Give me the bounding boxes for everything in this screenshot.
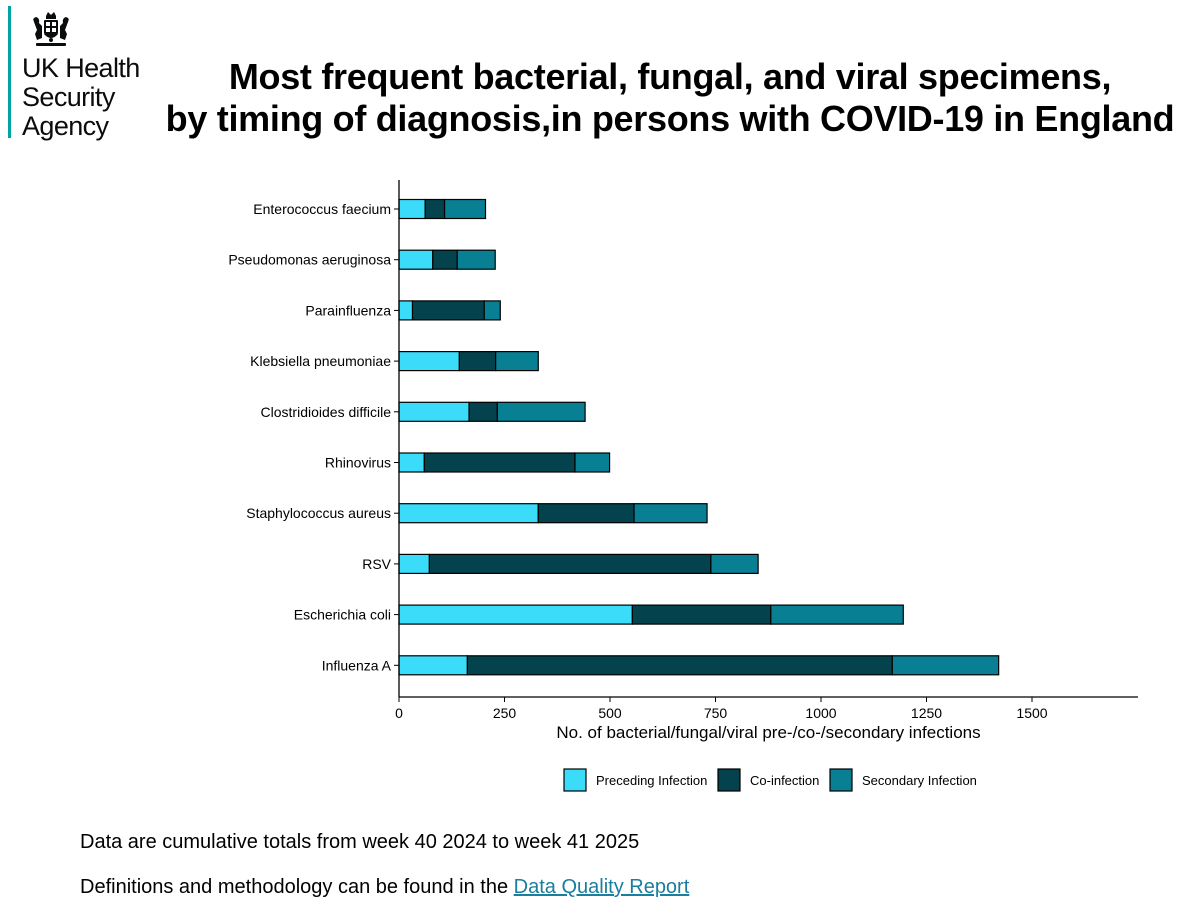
bar-enterococcus-faecium-co-infection — [424, 198, 446, 220]
x-tick-label: 250 — [493, 705, 517, 721]
footnote-definitions: Definitions and methodology can be found… — [80, 876, 689, 899]
footnote-definitions-text: Definitions and methodology can be found… — [80, 876, 514, 898]
bar-staphylococcus-aureus-co-infection — [537, 503, 635, 524]
logo-accent-bar — [8, 6, 11, 138]
logo-line-3: Agency — [22, 111, 109, 141]
bar-pseudomonas-aeruginosa-preceding-infection — [398, 249, 434, 270]
y-tick-label: Clostridioides difficile — [261, 404, 392, 420]
bar-parainfluenza-co-infection — [411, 300, 485, 321]
x-tick-label: 1250 — [911, 705, 942, 721]
stacked-bar-chart: Enterococcus faecium Pseudomonas aerugino… — [228, 180, 1138, 792]
logo-line-1: UK Health — [22, 53, 140, 83]
legend-swatch-preceding-infection — [563, 768, 587, 792]
bar-rsv-preceding-infection — [398, 553, 430, 575]
bar-enterococcus-faecium-secondary-infection — [443, 198, 487, 220]
bar-escherichia-coli-secondary-infection — [770, 604, 904, 625]
y-tick-label: Klebsiella pneumoniae — [250, 353, 391, 369]
x-axis-label: No. of bacterial/fungal/viral pre-/co-/s… — [556, 723, 980, 742]
x-tick-label: 0 — [395, 705, 403, 721]
y-tick-label: Staphylococcus aureus — [246, 505, 391, 521]
ukhsa-logo: UK Health Security Agency — [8, 6, 148, 142]
y-tick-label: Rhinovirus — [325, 455, 391, 471]
legend-label-secondary-infection: Secondary Infection — [862, 773, 977, 788]
bar-pseudomonas-aeruginosa-secondary-infection — [456, 249, 496, 270]
y-tick-label: Influenza A — [322, 657, 392, 673]
bar-influenza-a-co-infection — [466, 655, 893, 676]
y-tick-label: RSV — [362, 556, 391, 572]
x-tick-label: 1500 — [1016, 705, 1047, 721]
bar-enterococcus-faecium-preceding-infection — [398, 198, 426, 220]
legend-swatch-secondary-infection — [829, 768, 853, 792]
bar-parainfluenza-secondary-infection — [483, 300, 501, 321]
title-line-1: Most frequent bacterial, fungal, and vir… — [228, 56, 1112, 97]
y-tick-label: Enterococcus faecium — [253, 201, 391, 217]
bar-klebsiella-pneumoniae-secondary-infection — [495, 351, 539, 372]
bar-escherichia-coli-co-infection — [631, 604, 772, 625]
legend-swatch-co-infection — [717, 768, 741, 792]
bar-rhinovirus-secondary-infection — [574, 452, 611, 473]
bar-rhinovirus-preceding-infection — [398, 452, 425, 473]
bar-clostridioides-difficile-co-infection — [468, 401, 498, 422]
legend-label-co-infection: Co-infection — [750, 773, 819, 788]
royal-coat-of-arms-icon — [33, 12, 69, 46]
logo-line-2: Security — [22, 82, 115, 112]
x-tick-label: 500 — [598, 705, 622, 721]
data-quality-report-link[interactable]: Data Quality Report — [513, 876, 690, 898]
bar-pseudomonas-aeruginosa-co-infection — [432, 249, 458, 270]
logo-wordmark: UK Health Security Agency — [22, 54, 140, 141]
bar-rsv-co-infection — [428, 553, 712, 575]
bar-influenza-a-secondary-infection — [891, 655, 1000, 676]
bar-klebsiella-pneumoniae-preceding-infection — [398, 351, 460, 372]
bar-clostridioides-difficile-preceding-infection — [398, 401, 470, 422]
y-tick-label: Pseudomonas aeruginosa — [228, 252, 391, 268]
bar-clostridioides-difficile-secondary-infection — [496, 401, 586, 422]
footnote-date-range: Data are cumulative totals from week 40 … — [80, 831, 640, 853]
bar-rhinovirus-co-infection — [423, 452, 576, 473]
y-tick-label: Parainfluenza — [305, 302, 391, 318]
bar-influenza-a-preceding-infection — [398, 655, 468, 676]
x-tick-label: 750 — [704, 705, 728, 721]
y-tick-label: Escherichia coli — [294, 607, 391, 623]
bar-escherichia-coli-preceding-infection — [398, 604, 633, 625]
bar-rsv-secondary-infection — [710, 553, 759, 575]
bar-staphylococcus-aureus-preceding-infection — [398, 503, 539, 524]
bar-parainfluenza-preceding-infection — [398, 300, 414, 321]
page-title: Most frequent bacterial, fungal, and vir… — [150, 56, 1190, 140]
title-line-2: by timing of diagnosis,in persons with C… — [165, 98, 1175, 139]
bar-staphylococcus-aureus-secondary-infection — [633, 503, 708, 524]
legend-label-preceding-infection: Preceding Infection — [596, 773, 707, 788]
x-tick-label: 1000 — [805, 705, 836, 721]
bar-klebsiella-pneumoniae-co-infection — [458, 351, 497, 372]
